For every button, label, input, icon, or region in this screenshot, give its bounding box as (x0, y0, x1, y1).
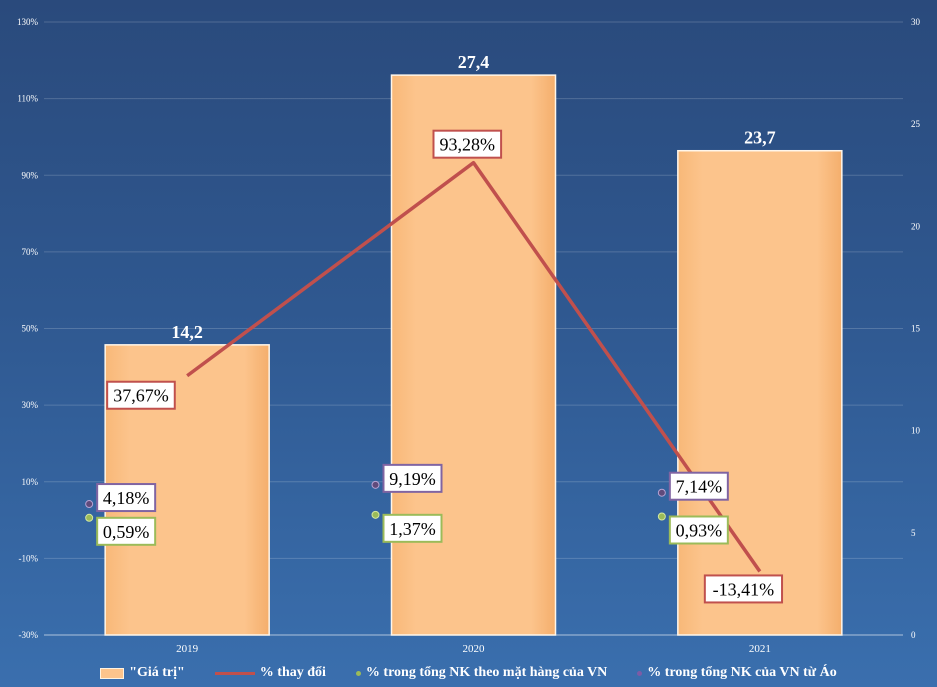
legend-item-share-country: % trong tổng NK của VN từ Áo (637, 665, 837, 681)
line-data-label: 93,28% (440, 135, 496, 155)
y-right-tick-label: 10 (911, 426, 921, 436)
y-left-tick-label: 70% (22, 247, 39, 257)
legend-item-change: % thay đổi (214, 665, 326, 681)
y-left-tick-label: 10% (22, 477, 39, 487)
point-share-country-label: 9,19% (389, 469, 436, 489)
point-share-country-label-box (96, 483, 157, 513)
y-left-tick-label: -30% (19, 630, 39, 640)
point-share-item (85, 513, 94, 522)
legend-swatch-green-dot (355, 670, 361, 676)
point-share-country-label: 4,18% (103, 488, 150, 508)
line-data-label-box (432, 129, 503, 159)
bar-value-label: 23,7 (744, 128, 776, 148)
bar (677, 149, 843, 636)
point-share-item-label: 0,93% (676, 520, 723, 540)
point-share-country (657, 488, 666, 497)
legend-label-change: % thay đổi (259, 665, 326, 680)
y-left-tick-label: 90% (22, 170, 39, 180)
legend-swatch-line (214, 671, 255, 675)
y-left-tick-label: 130% (17, 17, 39, 27)
bar (390, 74, 557, 636)
point-share-item (371, 510, 380, 519)
legend: "Giá trị" % thay đổi % trong tổng NK the… (0, 661, 937, 685)
point-share-item-label-box (96, 516, 157, 546)
x-tick-label: 2021 (749, 643, 771, 655)
legend-item-value: "Giá trị" (100, 665, 185, 681)
point-share-country (85, 500, 94, 509)
y-left-tick-label: -10% (19, 553, 39, 563)
legend-item-share-item: % trong tổng NK theo mặt hàng của VN (355, 665, 608, 681)
legend-label-share-country: % trong tổng NK của VN từ Áo (647, 665, 837, 680)
point-share-country-label-box (668, 471, 729, 501)
x-tick-label: 2020 (463, 643, 486, 655)
y-right-tick-label: 30 (911, 17, 921, 27)
line-series-change (186, 160, 762, 573)
line-data-label: 37,67% (113, 386, 169, 406)
point-share-country-label: 7,14% (676, 477, 723, 497)
y-right-tick-label: 0 (911, 630, 916, 640)
legend-label-value: "Giá trị" (129, 665, 185, 680)
legend-swatch-bar (100, 667, 125, 679)
legend-label-share-item: % trong tổng NK theo mặt hàng của VN (365, 665, 608, 680)
y-right-tick-label: 20 (911, 221, 921, 231)
line-data-label-box (106, 380, 176, 410)
point-share-item-label: 0,59% (103, 522, 150, 542)
y-right-tick-label: 25 (911, 119, 921, 129)
point-share-country-label-box (382, 463, 443, 493)
bar-value-label: 14,2 (171, 322, 203, 342)
y-right-tick-label: 5 (911, 528, 916, 538)
chart-plot: -30%-10%10%30%50%70%90%110%130%051015202… (17, 17, 921, 655)
y-left-tick-label: 110% (17, 94, 38, 104)
point-share-item-label-box (668, 515, 729, 545)
y-left-tick-label: 30% (22, 400, 39, 410)
x-tick-label: 2019 (176, 643, 199, 655)
y-left-tick-label: 50% (22, 324, 39, 334)
y-right-tick-label: 15 (911, 324, 921, 334)
point-share-item-label: 1,37% (389, 519, 436, 539)
bar-value-label: 27,4 (458, 52, 490, 72)
line-data-label-box (703, 574, 784, 604)
point-share-item (657, 512, 666, 521)
line-data-label: -13,41% (713, 579, 775, 599)
point-share-country (371, 480, 380, 489)
legend-swatch-purple-dot (637, 670, 643, 676)
point-share-item-label-box (382, 513, 443, 543)
